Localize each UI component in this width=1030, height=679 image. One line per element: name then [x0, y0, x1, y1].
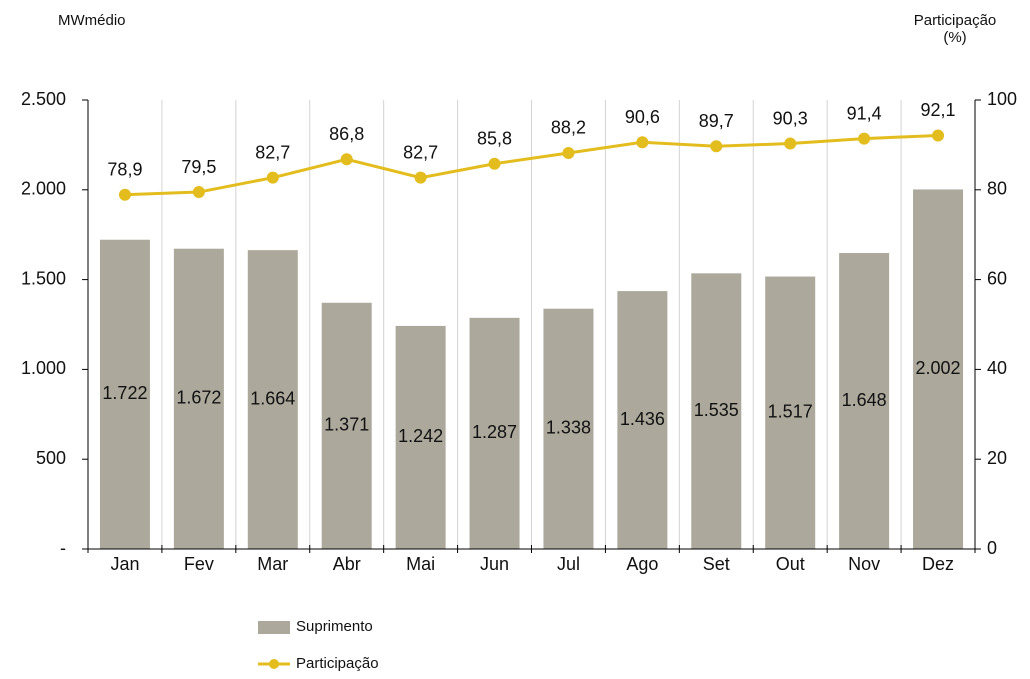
x-tick-label: Mai — [406, 554, 435, 574]
line-value-label: 88,2 — [551, 118, 586, 138]
line-point — [784, 137, 797, 150]
legend-label: Participação — [296, 655, 379, 672]
bar — [173, 248, 224, 549]
x-tick-label: Jun — [480, 554, 509, 574]
x-tick-label: Jul — [557, 554, 580, 574]
line-value-label: 90,3 — [773, 108, 808, 128]
line-value-label: 86,8 — [329, 124, 364, 144]
bar-value-label: 1.371 — [324, 415, 369, 435]
bar — [617, 291, 668, 549]
y2-tick-label: 0 — [987, 538, 997, 558]
line-value-label: 82,7 — [255, 142, 290, 162]
y-tick-label: 1.000 — [21, 358, 66, 378]
line-point — [562, 146, 575, 159]
x-tick-label: Set — [703, 554, 730, 574]
bar-value-label: 1.722 — [102, 383, 147, 403]
y2-tick-label: 20 — [987, 448, 1007, 468]
line-point — [340, 153, 353, 166]
x-tick-label: Nov — [848, 554, 880, 574]
y2-tick-label: 100 — [987, 89, 1017, 109]
bar-value-label: 1.648 — [842, 390, 887, 410]
line-point — [636, 136, 649, 149]
line-value-label: 79,5 — [181, 157, 216, 177]
legend-swatch — [258, 621, 290, 634]
line-point — [118, 188, 131, 201]
y-tick-label: 2.000 — [21, 179, 66, 199]
bar — [691, 273, 742, 549]
line-value-label: 85,8 — [477, 129, 512, 149]
line-point — [932, 129, 945, 142]
bar-value-label: 2.002 — [916, 358, 961, 378]
line-value-label: 91,4 — [847, 103, 882, 123]
line-value-label: 89,7 — [699, 111, 734, 131]
bar — [469, 317, 520, 549]
y2-tick-label: 80 — [987, 179, 1007, 199]
bar-value-label: 1.664 — [250, 388, 295, 408]
y-axis-label: MWmédio — [58, 12, 126, 29]
y2-tick-label: 60 — [987, 268, 1007, 288]
bar — [765, 276, 816, 549]
line — [124, 133, 939, 197]
x-tick-label: Fev — [184, 554, 214, 574]
x-tick-label: Abr — [333, 554, 361, 574]
line-value-label: 90,6 — [625, 107, 660, 127]
y-tick-label: 500 — [36, 448, 66, 468]
line-value-label: 78,9 — [107, 159, 142, 179]
x-tick-label: Jan — [110, 554, 139, 574]
bar-value-label: 1.517 — [768, 402, 813, 422]
legend-marker — [269, 659, 279, 669]
bar-value-label: 1.242 — [398, 426, 443, 446]
legend-label: Suprimento — [296, 618, 373, 635]
line-point — [710, 140, 723, 153]
line-point — [266, 171, 279, 184]
y-tick-label: 1.500 — [21, 268, 66, 288]
line-point — [192, 186, 205, 199]
line-point — [488, 157, 501, 170]
x-tick-label: Ago — [626, 554, 658, 574]
y-tick-label: - — [60, 538, 66, 558]
y2-tick-label: 40 — [987, 358, 1007, 378]
x-tick-label: Out — [776, 554, 805, 574]
line-point — [858, 132, 871, 145]
bar — [543, 308, 594, 549]
bar — [321, 302, 372, 549]
line-value-label: 82,7 — [403, 142, 438, 162]
x-tick-label: Dez — [922, 554, 954, 574]
line-point — [414, 171, 427, 184]
bar — [395, 325, 446, 549]
y-tick-label: 2.500 — [21, 89, 66, 109]
bar-value-label: 1.436 — [620, 409, 665, 429]
bar — [913, 189, 964, 549]
bar — [99, 239, 150, 549]
bar-value-label: 1.338 — [546, 418, 591, 438]
y2-axis-label: Participação (%) — [913, 12, 997, 46]
line-value-label: 92,1 — [921, 100, 956, 120]
bar — [839, 253, 890, 549]
bar-value-label: 1.287 — [472, 422, 517, 442]
bar — [247, 250, 298, 549]
x-tick-label: Mar — [257, 554, 288, 574]
bar-value-label: 1.672 — [176, 388, 221, 408]
bar-value-label: 1.535 — [694, 400, 739, 420]
